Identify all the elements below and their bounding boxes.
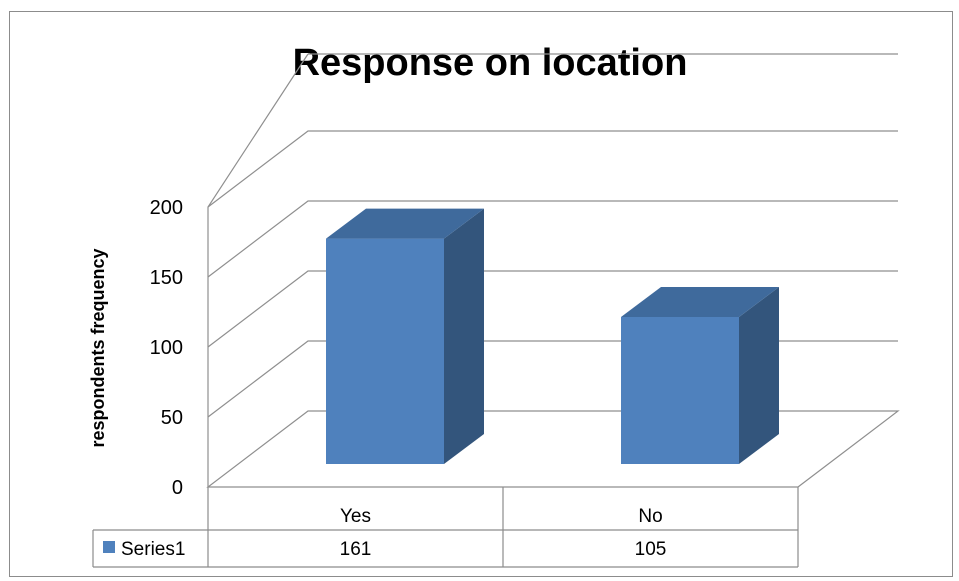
legend-swatch bbox=[103, 541, 115, 553]
gridline bbox=[207, 200, 898, 278]
bar-side bbox=[444, 208, 484, 464]
bar-no bbox=[621, 287, 779, 464]
gridline bbox=[207, 130, 898, 208]
y-tick-label: 150 bbox=[150, 267, 183, 289]
bar-top bbox=[326, 208, 484, 239]
data-label: 105 bbox=[635, 539, 667, 560]
gridline bbox=[207, 270, 898, 348]
bars bbox=[326, 208, 779, 464]
y-tick-label: 50 bbox=[161, 407, 183, 429]
gridline bbox=[207, 340, 898, 418]
bar-yes bbox=[326, 208, 484, 464]
floor bbox=[206, 410, 900, 488]
x-tick-label: No bbox=[638, 506, 662, 527]
y-tick-label: 200 bbox=[150, 197, 183, 219]
y-tick-label: 0 bbox=[172, 477, 183, 499]
chart-title: Response on location bbox=[293, 42, 688, 84]
bar-top bbox=[621, 287, 779, 317]
x-tick-label: Yes bbox=[340, 506, 371, 527]
y-axis-ticks: 0 50 100 150 200 bbox=[150, 197, 183, 499]
bar-front bbox=[326, 238, 444, 464]
gridlines bbox=[207, 130, 898, 418]
bar-side bbox=[739, 287, 779, 464]
data-table: Yes No Series1 161 105 bbox=[92, 487, 799, 568]
y-tick-label: 100 bbox=[150, 337, 183, 359]
bar-front bbox=[621, 317, 739, 464]
data-label: 161 bbox=[340, 539, 372, 560]
y-axis-label: respondents frequency bbox=[88, 248, 108, 447]
legend-series-name: Series1 bbox=[121, 539, 185, 560]
